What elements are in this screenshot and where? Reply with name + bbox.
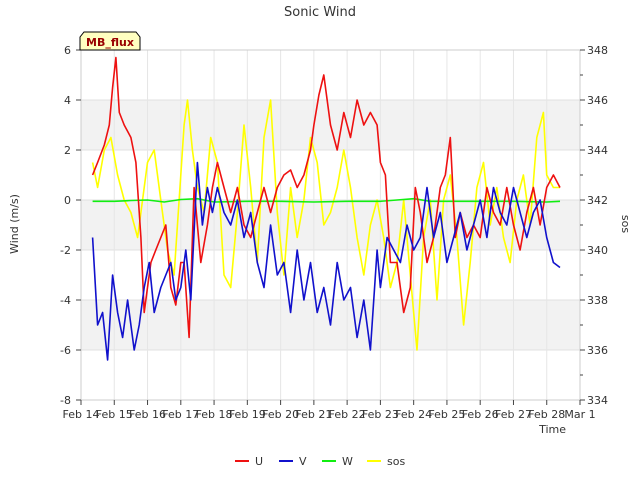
x-tick-label: Feb 17 bbox=[162, 408, 199, 421]
y2-tick-label: 344 bbox=[587, 144, 608, 157]
y2-tick-label: 348 bbox=[587, 44, 608, 57]
x-tick-label: Feb 20 bbox=[262, 408, 299, 421]
y2-tick-label: 336 bbox=[587, 344, 608, 357]
legend-label-w: W bbox=[342, 455, 353, 468]
x-tick-label: Feb 14 bbox=[63, 408, 100, 421]
y2-axis-label: sos bbox=[619, 215, 632, 233]
x-axis-label: Time bbox=[538, 423, 566, 436]
series-layer bbox=[91, 56, 561, 361]
x-tick-label: Feb 19 bbox=[229, 408, 266, 421]
band bbox=[81, 50, 580, 100]
y2-tick-label: 346 bbox=[587, 94, 608, 107]
band bbox=[81, 250, 580, 300]
y-tick-label: 0 bbox=[64, 194, 71, 207]
legend-label-sos: sos bbox=[387, 455, 405, 468]
y-tick-label: -2 bbox=[60, 244, 71, 257]
legend-label-u: U bbox=[255, 455, 263, 468]
x-tick-label: Feb 21 bbox=[295, 408, 332, 421]
x-tick-label: Feb 28 bbox=[528, 408, 565, 421]
series-line-u bbox=[91, 56, 561, 339]
x-tick-label: Feb 23 bbox=[362, 408, 399, 421]
legend-label-v: V bbox=[299, 455, 307, 468]
chart-title: Sonic Wind bbox=[284, 5, 356, 20]
x-tick-label: Feb 25 bbox=[428, 408, 465, 421]
band bbox=[81, 350, 580, 400]
y2-tick-label: 334 bbox=[587, 394, 608, 407]
x-tick-label: Mar 1 bbox=[564, 408, 595, 421]
x-tick-label: Feb 22 bbox=[329, 408, 366, 421]
badge-box bbox=[79, 31, 141, 51]
y-tick-label: -4 bbox=[60, 294, 71, 307]
background-bands bbox=[81, 50, 580, 400]
y-tick-label: -8 bbox=[60, 394, 71, 407]
x-tick-label: Feb 27 bbox=[495, 408, 532, 421]
axes: -8 -6 -4 -2 0 2 4 6 334 336 338 340 342 344 346 348 Feb … bbox=[60, 44, 608, 421]
y2-tick-label: 338 bbox=[587, 294, 608, 307]
y-tick-label: 4 bbox=[64, 94, 71, 107]
x-tick-label: Feb 24 bbox=[395, 408, 432, 421]
x-tick-label: Feb 15 bbox=[96, 408, 133, 421]
y2-tick-label: 340 bbox=[587, 244, 608, 257]
y-axis-label: Wind (m/s) bbox=[8, 194, 21, 254]
x-tick-label: Feb 16 bbox=[129, 408, 166, 421]
x-tick-label: Feb 26 bbox=[462, 408, 499, 421]
badge-text: MB_flux bbox=[86, 36, 134, 49]
series-line-w bbox=[92, 197, 561, 203]
y-tick-label: 6 bbox=[64, 44, 71, 57]
y-tick-label: 2 bbox=[64, 144, 71, 157]
x-tick-label: Feb 18 bbox=[196, 408, 233, 421]
mb-flux-badge: MB_flux bbox=[79, 31, 141, 51]
y2-tick-label: 342 bbox=[587, 194, 608, 207]
y-tick-label: -6 bbox=[60, 344, 71, 357]
series-line-v bbox=[91, 161, 561, 361]
